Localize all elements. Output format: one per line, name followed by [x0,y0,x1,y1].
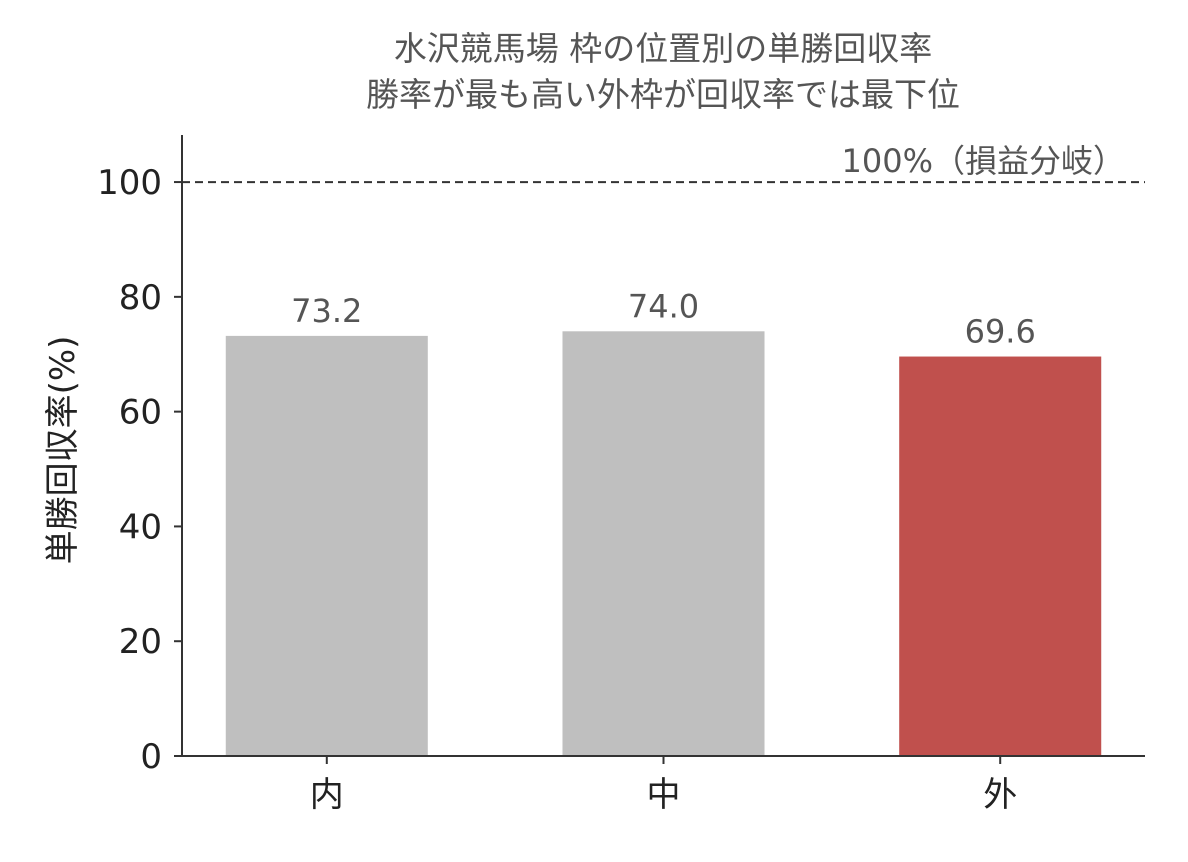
value-label: 73.2 [291,292,362,330]
x-tick-label: 内 [310,775,344,815]
y-tick-label: 60 [119,393,162,433]
y-tick-label: 100 [97,163,162,203]
y-tick-label: 40 [119,507,162,547]
bar [562,331,765,756]
value-label: 69.6 [965,313,1036,351]
x-tick-label: 中 [647,775,681,815]
y-tick-label: 20 [119,622,162,662]
reference-label: 100%（損益分岐） [842,142,1126,180]
chart-title: 水沢競馬場 枠の位置別の単勝回収率 [394,29,933,68]
bar [225,335,428,756]
y-axis-label: 単勝回収率(%) [43,336,83,565]
y-tick-label: 0 [140,737,162,777]
x-tick-label: 外 [983,775,1017,815]
chart-subtitle: 勝率が最も高い外枠が回収率では最下位 [366,75,960,114]
bar [899,356,1102,756]
y-tick-label: 80 [119,278,162,318]
value-label: 74.0 [628,287,699,325]
